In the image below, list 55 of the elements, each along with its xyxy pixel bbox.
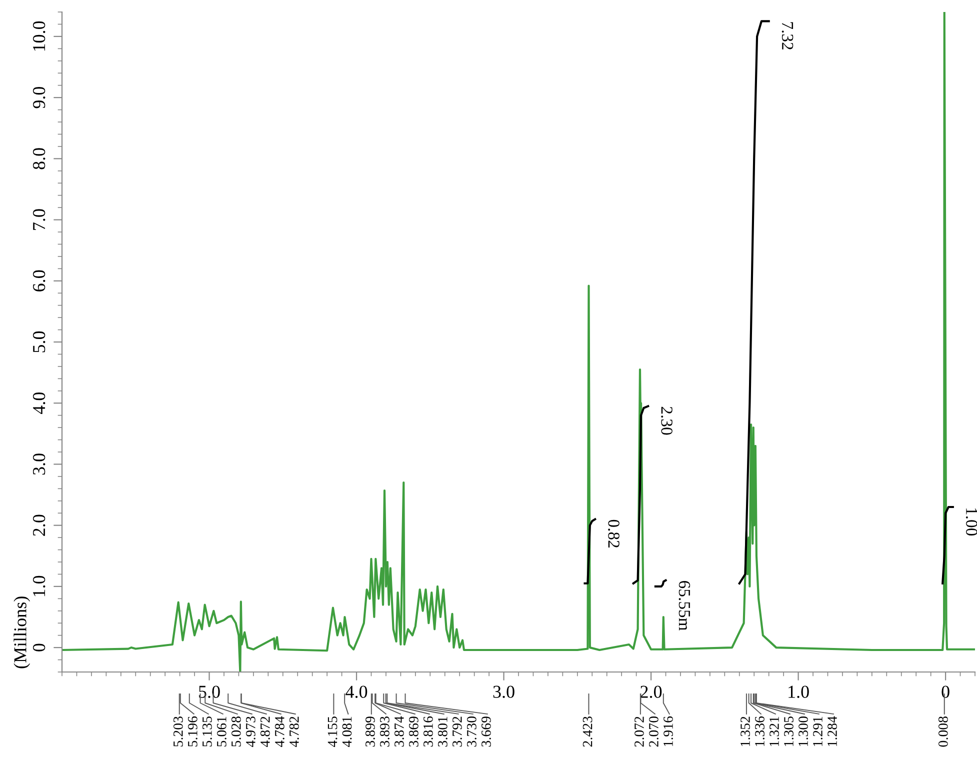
annotation: 3.899: [365, 716, 375, 747]
annotation: 2.423: [582, 716, 592, 747]
annotation: 4.155: [328, 716, 338, 747]
x-tick-label: 5.0: [199, 686, 220, 698]
y-tick-label: 7.0: [32, 209, 46, 230]
y-tick-label: 6.0: [32, 270, 46, 292]
annotation: 1.336: [755, 716, 764, 746]
annotation: 3.893: [380, 716, 390, 747]
annotation: 65.55m: [678, 581, 690, 631]
y-tick-label: 4.0: [32, 392, 46, 414]
annotation: 1.00: [966, 508, 977, 536]
y-tick-label: 8.0: [32, 148, 46, 170]
x-tick-label: 2.0: [640, 686, 662, 698]
annotation: 4.081: [342, 716, 352, 747]
annotation: 1.321: [770, 716, 779, 746]
annotation: 4.782: [289, 716, 299, 747]
annotation: 5.028: [231, 716, 241, 746]
annotation: 5.061: [216, 716, 226, 746]
annotation: 1.291: [813, 716, 822, 746]
annotation: 3.669: [482, 716, 491, 747]
annotation: 0.008: [938, 716, 948, 747]
annotation: 2.30: [661, 406, 672, 435]
annotation: 3.874: [394, 716, 404, 747]
x-tick-label: 3.0: [493, 686, 514, 698]
annotation: 3.816: [423, 716, 433, 747]
annotation: 5.203: [173, 716, 183, 746]
annotation: 1.916: [664, 716, 673, 746]
y-axis-title: (Millions): [14, 596, 30, 668]
annotation: 3.869: [408, 716, 418, 747]
annotation: 3.801: [438, 716, 448, 747]
y-tick-label: 5.0: [32, 331, 46, 352]
x-tick-label: 0: [942, 686, 950, 698]
x-tick-label: 1.0: [788, 686, 809, 698]
annotation: 1.284: [828, 716, 837, 746]
annotation: 1.352: [740, 716, 750, 746]
annotation: 1.305: [784, 716, 794, 746]
annotation: 3.730: [466, 716, 476, 747]
annotation: 3.792: [452, 716, 462, 747]
y-tick-label: 1.0: [32, 576, 46, 596]
y-tick-label: 2.0: [32, 514, 46, 536]
annotation: 5.196: [188, 716, 198, 746]
y-tick-label: 0: [32, 644, 46, 652]
annotation: 5.135: [202, 716, 212, 746]
y-tick-label: 3.0: [32, 454, 46, 475]
y-tick-label: 9.0: [32, 86, 46, 108]
annotation: 4.872: [260, 716, 270, 747]
annotation: 4.784: [274, 716, 284, 747]
annotation: 7.32: [782, 22, 794, 50]
annotation: 2.072: [634, 716, 644, 747]
x-tick-label: 4.0: [346, 686, 368, 698]
annotation: 4.973: [246, 716, 256, 747]
annotation: 0.82: [608, 520, 620, 548]
annotation: 1.300: [798, 716, 808, 746]
y-tick-label: 10.0: [32, 21, 46, 51]
annotation: 2.070: [649, 716, 658, 747]
